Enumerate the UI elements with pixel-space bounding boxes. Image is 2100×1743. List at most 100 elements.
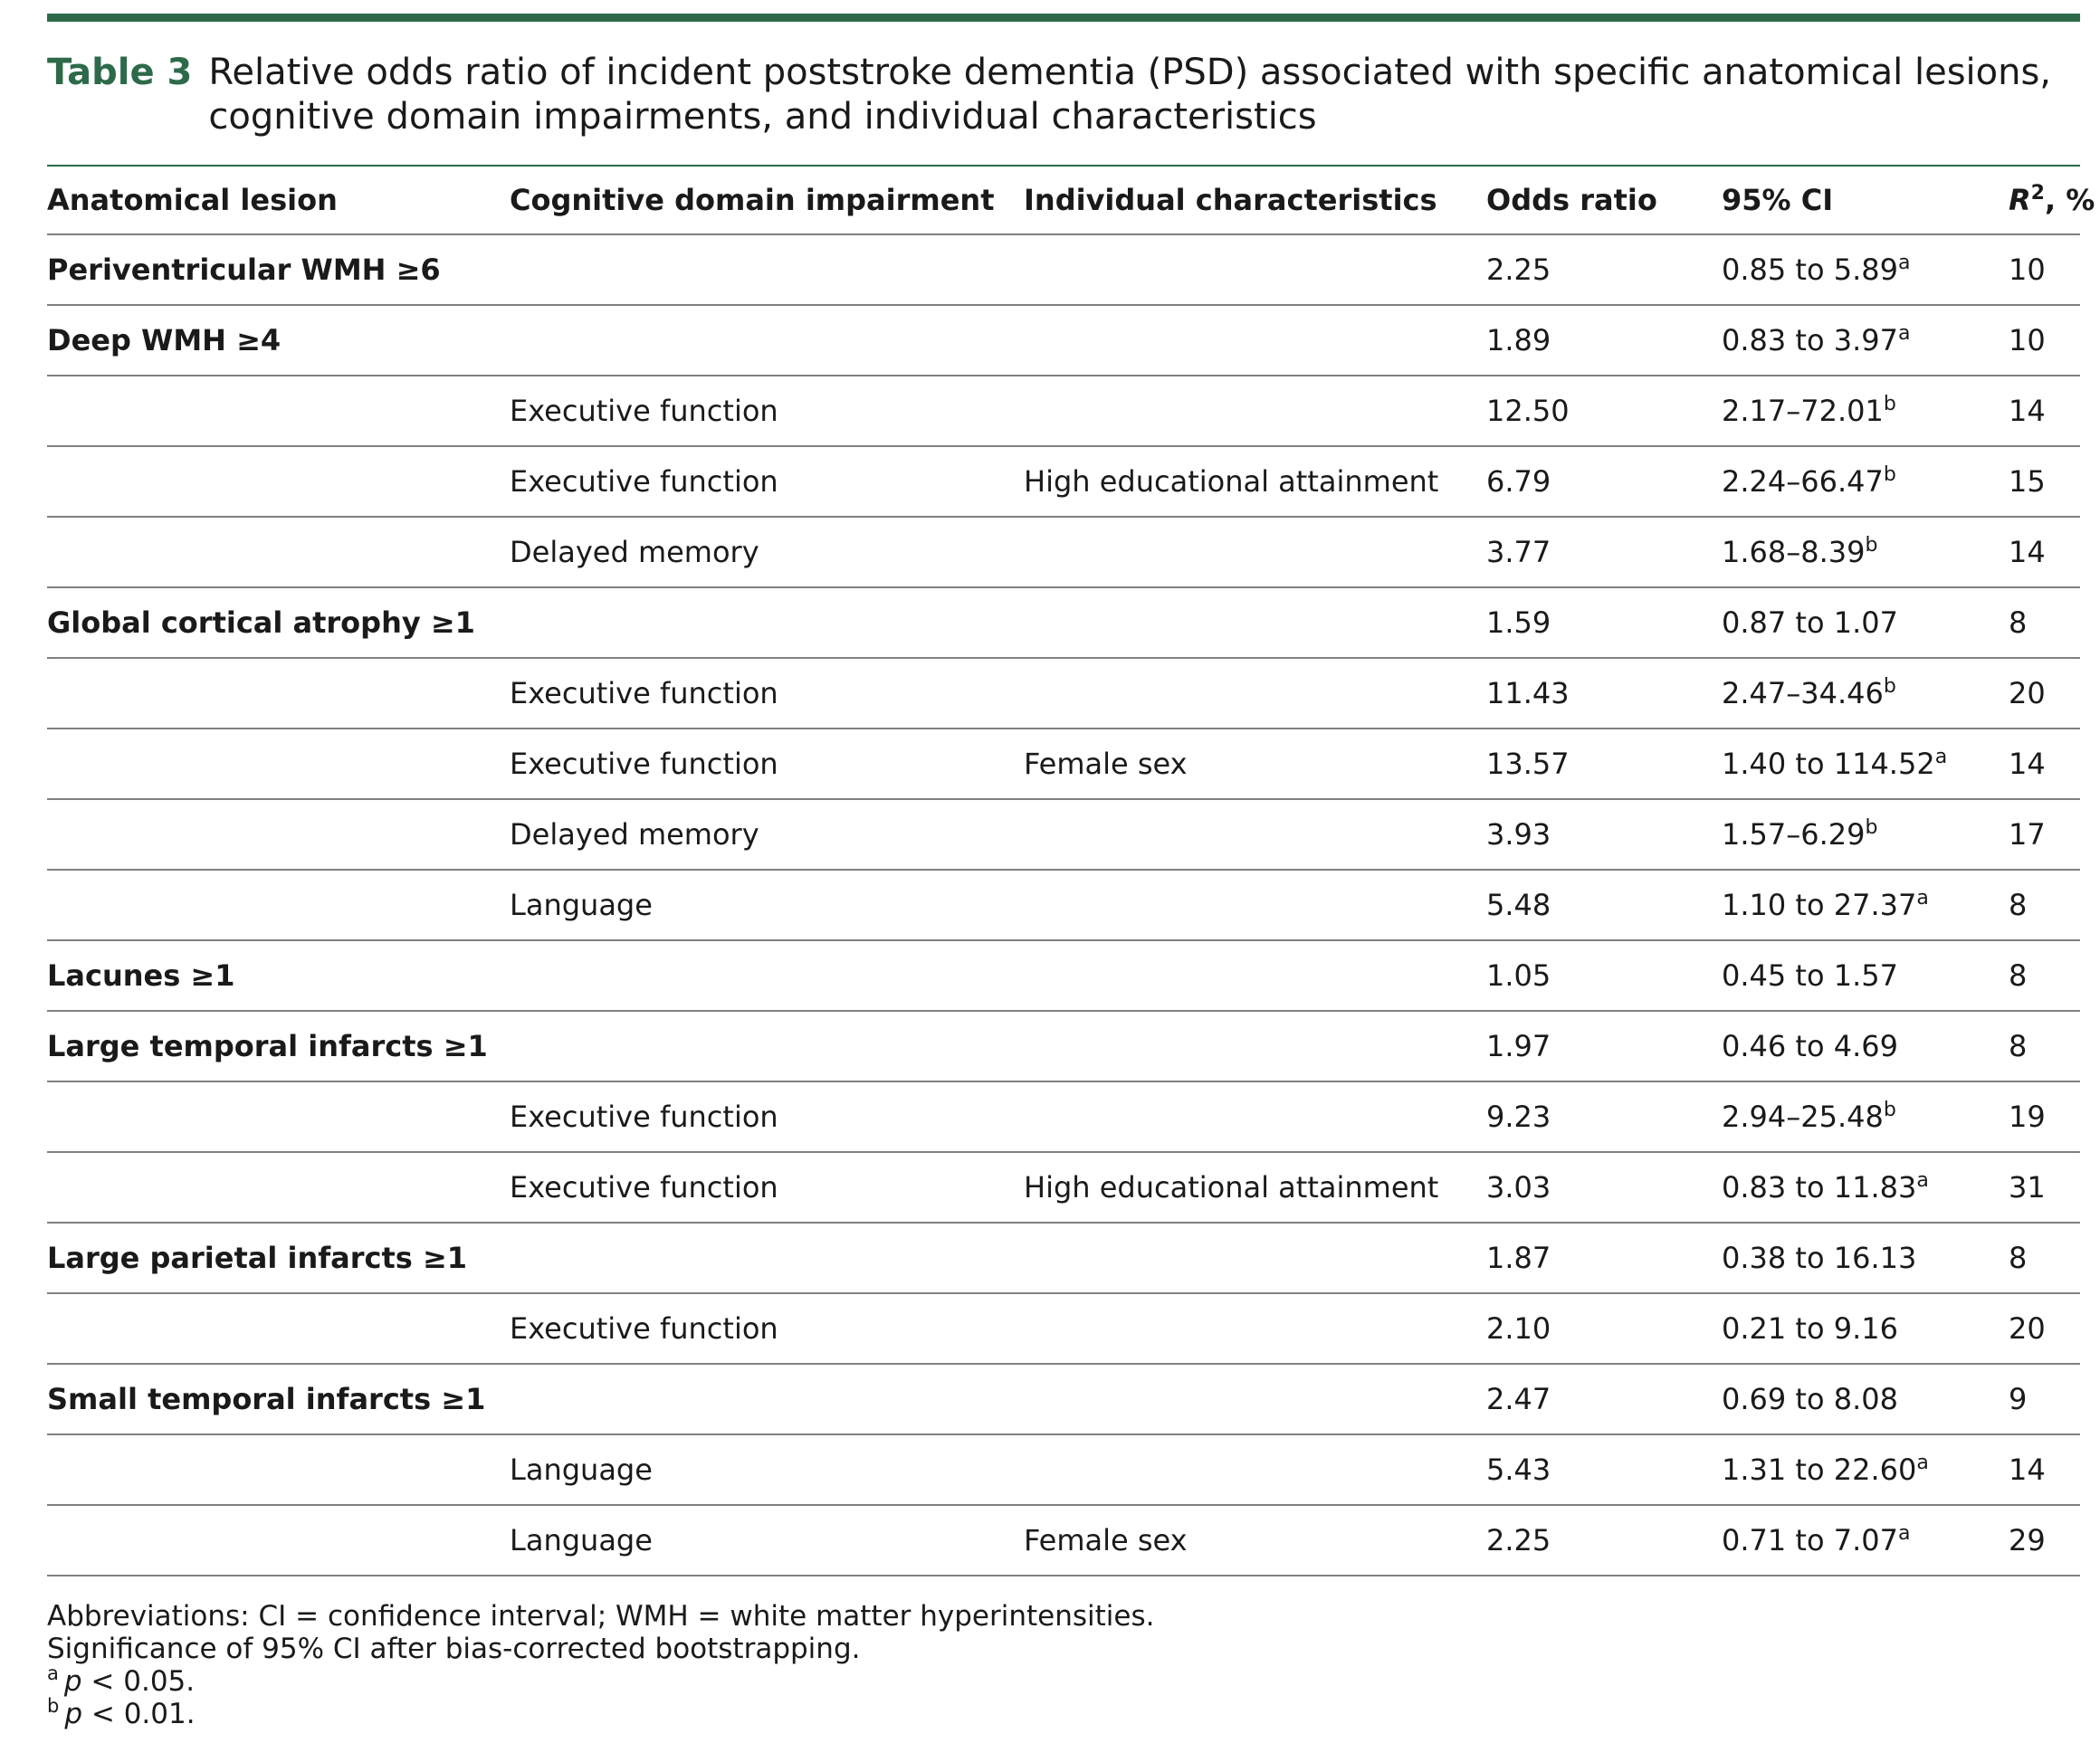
cell-characteristics [1024,587,1486,659]
cell-ci-text: 0.85 to 5.89 [1722,252,1898,287]
cell-domain [510,1364,1024,1435]
ci-significance-mark: a [1916,1452,1929,1474]
cell-characteristics [1024,517,1486,588]
table-row: Executive function 2.10 0.21 to 9.16 20 [47,1293,2080,1365]
table-row: Executive function High educational attai… [47,446,2080,518]
cell-ci-text: 0.46 to 4.69 [1722,1029,1898,1063]
ci-significance-mark: a [1916,887,1929,910]
cell-ci-text: 1.57–6.29 [1722,817,1866,852]
cell-lesion [47,1293,510,1365]
cell-domain [510,305,1024,376]
footnote-b-text: < 0.01. [82,1698,196,1730]
ci-significance-mark: a [1897,252,1911,274]
table-row: Small temporal infarcts ≥1 2.47 0.69 to 8.… [47,1364,2080,1435]
cell-odds-ratio: 1.87 [1486,1223,1722,1294]
cell-ci: 0.38 to 16.13 [1722,1223,2009,1294]
table-body: Periventricular WMH ≥6 2.25 0.85 to 5.89a 1… [47,234,2080,1576]
cell-lesion [47,870,510,941]
cell-r2: 8 [2009,1011,2080,1082]
table-row: Delayed memory 3.77 1.68–8.39b 14 [47,517,2080,588]
cell-domain: Language [510,870,1024,941]
cell-lesion: Periventricular WMH ≥6 [47,234,510,306]
ci-significance-mark: a [1897,1522,1911,1545]
cell-domain-text: Executive function [510,394,778,428]
cell-ci-text: 0.45 to 1.57 [1722,958,1898,993]
cell-ci: 0.46 to 4.69 [1722,1011,2009,1082]
cell-domain-text: Delayed memory [510,817,759,852]
cell-ci-text: 2.94–25.48 [1722,1100,1884,1134]
cell-odds-ratio-text: 3.77 [1486,535,1551,569]
cell-odds-ratio-text: 9.23 [1486,1100,1551,1134]
data-table: Anatomical lesion Cognitive domain impai… [47,167,2095,1576]
table-row: Language Female sex 2.25 0.71 to 7.07a 29 [47,1505,2080,1576]
cell-characteristics [1024,799,1486,871]
cell-odds-ratio: 1.97 [1486,1011,1722,1082]
ci-significance-mark: b [1883,1099,1896,1121]
cell-r2-text: 8 [2009,605,2028,640]
cell-characteristics [1024,1434,1486,1506]
cell-r2-text: 8 [2009,1241,2028,1275]
table-caption: Table 3 Relative odds ratio of incident … [47,51,2080,139]
cell-odds-ratio-text: 2.10 [1486,1311,1551,1346]
cell-lesion: Global cortical atrophy ≥1 [47,587,510,659]
table-label: Table 3 [47,52,193,93]
cell-odds-ratio-text: 6.79 [1486,464,1551,499]
cell-odds-ratio: 5.48 [1486,870,1722,941]
cell-r2: 8 [2009,587,2080,659]
cell-characteristics [1024,1223,1486,1294]
cell-r2-text: 8 [2009,958,2028,993]
cell-ci-text: 0.38 to 16.13 [1722,1241,1917,1275]
cell-characteristics [1024,1364,1486,1435]
cell-ci: 1.57–6.29b [1722,799,2009,871]
cell-odds-ratio-text: 12.50 [1486,394,1570,428]
cell-odds-ratio-text: 5.48 [1486,888,1551,922]
cell-ci-text: 2.47–34.46 [1722,676,1884,710]
cell-odds-ratio: 9.23 [1486,1081,1722,1153]
cell-domain-text: Executive function [510,1100,778,1134]
table-row: Executive function Female sex 13.57 1.40 to… [47,729,2080,800]
footnote-a-p: p [63,1665,82,1698]
cell-domain-text: Executive function [510,464,778,499]
cell-characteristics [1024,376,1486,447]
cell-domain [510,1011,1024,1082]
cell-lesion: Large parietal infarcts ≥1 [47,1223,510,1294]
cell-odds-ratio-text: 13.57 [1486,747,1570,781]
cell-characteristics-text: Female sex [1024,1523,1188,1557]
ci-significance-mark: a [1916,1169,1929,1192]
cell-r2: 10 [2009,234,2080,306]
cell-r2: 31 [2009,1152,2080,1224]
cell-odds-ratio-text: 3.03 [1486,1170,1551,1205]
cell-ci: 2.94–25.48b [1722,1081,2009,1153]
ci-significance-mark: b [1883,463,1896,486]
cell-odds-ratio: 1.59 [1486,587,1722,659]
cell-ci-text: 1.68–8.39 [1722,535,1866,569]
cell-r2: 19 [2009,1081,2080,1153]
table-row: Delayed memory 3.93 1.57–6.29b 17 [47,799,2080,871]
cell-lesion [47,729,510,800]
cell-odds-ratio: 2.10 [1486,1293,1722,1365]
cell-odds-ratio-text: 3.93 [1486,817,1551,852]
cell-r2: 29 [2009,1505,2080,1576]
table-row: Executive function 11.43 2.47–34.46b 20 [47,658,2080,729]
cell-odds-ratio-text: 1.89 [1486,323,1551,357]
cell-ci-text: 1.31 to 22.60 [1722,1452,1917,1487]
cell-odds-ratio: 2.25 [1486,234,1722,306]
cell-lesion-text: Deep WMH ≥4 [47,323,282,357]
ci-significance-mark: b [1865,534,1878,557]
cell-lesion [47,1505,510,1576]
cell-odds-ratio-text: 1.59 [1486,605,1551,640]
cell-domain: Executive function [510,729,1024,800]
header-characteristics: Individual characteristics [1024,167,1486,235]
cell-lesion [47,376,510,447]
cell-odds-ratio: 2.47 [1486,1364,1722,1435]
cell-ci: 0.71 to 7.07a [1722,1505,2009,1576]
cell-r2-text: 19 [2009,1100,2046,1134]
cell-odds-ratio: 3.03 [1486,1152,1722,1224]
cell-domain-text: Delayed memory [510,535,759,569]
cell-domain: Language [510,1434,1024,1506]
table-row: Executive function High educational attai… [47,1152,2080,1224]
cell-domain-text: Executive function [510,1170,778,1205]
cell-r2: 8 [2009,940,2080,1012]
cell-lesion-text: Large parietal infarcts ≥1 [47,1241,468,1275]
